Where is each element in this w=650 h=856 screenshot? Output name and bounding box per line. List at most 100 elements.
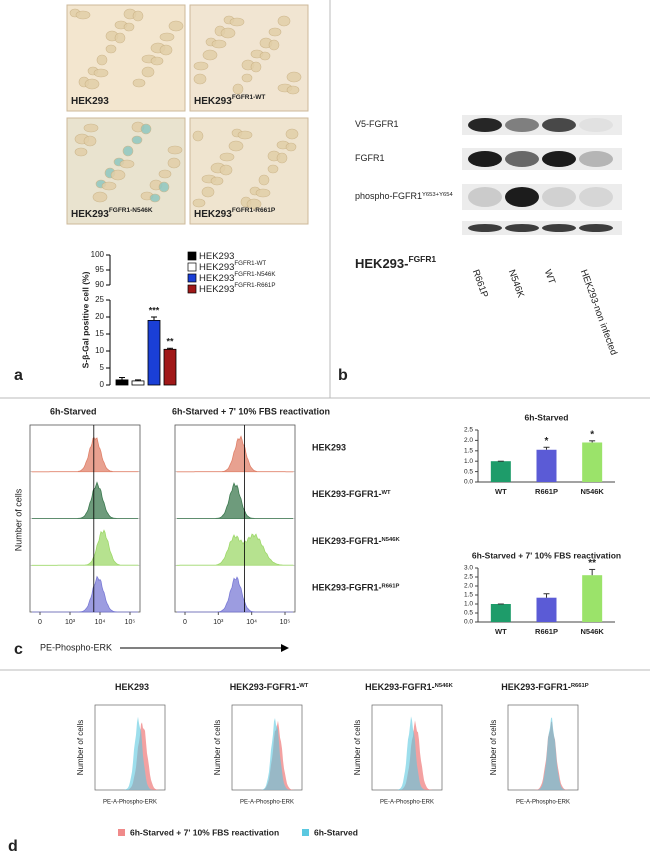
x-tick-label: WT <box>495 487 507 496</box>
cell <box>259 51 271 61</box>
cell <box>258 174 270 186</box>
cell <box>101 181 117 191</box>
label-superscript: N546K <box>382 536 401 542</box>
cell <box>167 145 183 155</box>
cell <box>211 39 227 49</box>
label: HEK293 <box>312 443 346 453</box>
cell <box>286 85 300 95</box>
y-tick-label: 0.0 <box>464 619 473 626</box>
blot-band <box>542 151 576 167</box>
label-superscript: WT <box>382 490 392 496</box>
y-axis-label: Number of cells <box>213 720 222 776</box>
legend-swatch <box>187 251 197 261</box>
lane-label: WT <box>542 268 557 286</box>
x-tick-label: 10⁴ <box>246 619 257 626</box>
chart-title: 6h-Starved <box>525 412 569 422</box>
label: HEK293 <box>71 96 109 107</box>
label-superscript: N546K <box>435 683 454 689</box>
cell <box>149 193 161 203</box>
y-axis-label: Number of cells <box>353 720 362 776</box>
label: HEK293-FGFR1-R661P <box>501 682 588 692</box>
label-text: HEK293-FGFR1- <box>501 682 571 692</box>
label-superscript: FGFR1-R661P <box>232 207 276 214</box>
cell <box>241 73 253 83</box>
panel-letter: a <box>14 367 23 384</box>
label: HEK293-FGFR1-N546K <box>312 536 400 546</box>
cell <box>96 54 108 66</box>
histogram <box>374 716 440 790</box>
cell <box>131 135 143 145</box>
chart-title: 6h-Starved + 7' 10% FBS reactivation <box>472 550 621 560</box>
y-tick-label: 0.5 <box>464 610 473 617</box>
label: HEK293FGFR1-WT <box>194 94 265 106</box>
cell <box>250 61 262 73</box>
bar <box>163 348 177 386</box>
y-tick-label: 20 <box>95 312 104 321</box>
cell <box>83 123 99 133</box>
cell <box>276 152 288 164</box>
significance: ** <box>588 558 596 569</box>
cell <box>159 44 173 56</box>
significance: ** <box>166 337 174 347</box>
label-text: HEK293 <box>71 96 109 107</box>
y-tick-label: 15 <box>95 329 104 338</box>
panel-letter: d <box>8 838 18 855</box>
y-tick-label: 0.5 <box>464 468 473 475</box>
histogram <box>176 533 294 566</box>
legend-swatch <box>187 273 197 283</box>
x-tick-label: 10³ <box>213 619 224 626</box>
arrow-head <box>281 644 289 652</box>
bar <box>131 380 145 386</box>
label-text: HEK293-FGFR1- <box>230 682 300 692</box>
y-tick-label: 1.5 <box>464 592 473 599</box>
bar <box>582 442 603 482</box>
cell <box>267 164 279 174</box>
cell <box>168 20 184 32</box>
label: HEK293 <box>115 682 149 692</box>
label: HEK293 <box>199 251 234 262</box>
cell <box>210 176 224 186</box>
x-tick-label: R661P <box>535 487 558 496</box>
y-tick-label: 3.0 <box>464 565 473 572</box>
blot-band <box>468 151 502 167</box>
blot-band <box>542 118 576 132</box>
cell <box>93 68 109 78</box>
y-tick-label: 90 <box>95 280 104 289</box>
label-text: HEK293 <box>199 284 234 295</box>
x-tick-label: R661P <box>535 627 558 636</box>
label: HEK293-FGFR1-WT <box>312 490 391 500</box>
histogram <box>31 436 139 473</box>
cell <box>193 73 207 85</box>
bar <box>490 461 511 482</box>
significance: * <box>545 436 549 447</box>
cell <box>277 15 291 27</box>
blot-band <box>468 187 502 207</box>
y-tick-label: 1.5 <box>464 448 473 455</box>
cell <box>158 169 172 179</box>
label: HEK293FGFR1-WT <box>199 260 266 272</box>
y-tick-label: 0.0 <box>464 479 473 486</box>
label-superscript: FGFR1-R661P <box>234 282 275 289</box>
x-tick-label: 10⁴ <box>95 619 106 626</box>
blot-band <box>505 187 539 207</box>
significance: *** <box>149 305 160 315</box>
cell <box>114 32 126 44</box>
cell <box>122 145 134 157</box>
cell <box>92 191 108 203</box>
y-tick-label: 2.0 <box>464 583 473 590</box>
label-text: HEK293 <box>194 209 232 220</box>
x-axis-label: PE-A-Phospho-ERK <box>103 800 157 806</box>
label-text: HEK293 <box>199 251 234 262</box>
label-superscript: FGFR1-WT <box>232 94 266 101</box>
label-text: HEK293 <box>115 682 149 692</box>
histogram <box>32 481 138 519</box>
blot-band <box>542 187 576 207</box>
bar <box>490 604 511 622</box>
cell <box>229 17 245 27</box>
cell <box>105 44 117 54</box>
label-text: HEK293-FGFR1- <box>312 536 382 546</box>
cell <box>285 128 299 140</box>
label-superscript: FGFR1-N546K <box>234 271 276 278</box>
label-text: HEK293 <box>199 262 234 273</box>
y-tick-label: 2.0 <box>464 437 473 444</box>
